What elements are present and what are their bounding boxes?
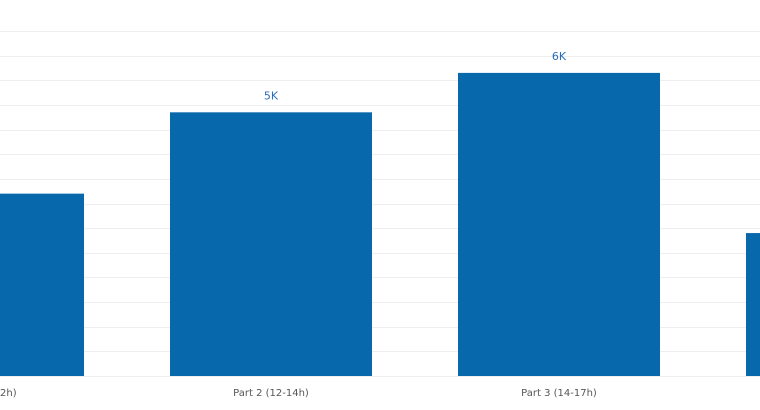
value-label: 5K (264, 89, 279, 102)
bar (0, 193, 84, 376)
bar (170, 112, 372, 377)
bar (746, 233, 760, 376)
x-tick-label: Part 3 (14-17h) (521, 388, 597, 399)
x-tick-label: 2h) (0, 388, 17, 399)
bar (458, 72, 660, 377)
value-label: 6K (552, 50, 567, 63)
x-tick-label: Part 2 (12-14h) (233, 388, 309, 399)
